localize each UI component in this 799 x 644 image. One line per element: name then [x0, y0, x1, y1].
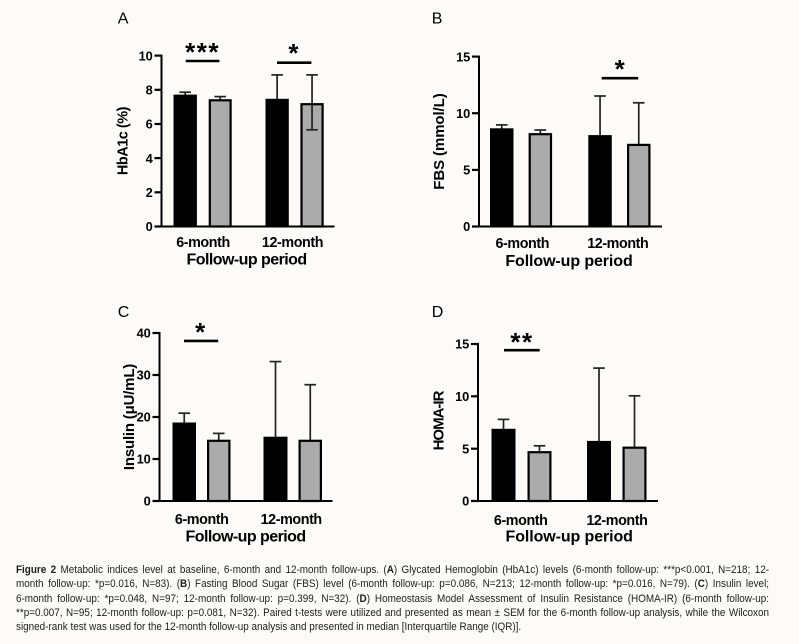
svg-text:Follow-up period: Follow-up period [506, 529, 633, 546]
svg-text:12-month: 12-month [586, 513, 647, 529]
svg-text:40: 40 [137, 326, 151, 341]
svg-text:D: D [432, 304, 444, 321]
svg-text:6-month: 6-month [176, 235, 230, 251]
svg-text:HOMA-IR: HOMA-IR [431, 390, 448, 450]
svg-text:4: 4 [146, 151, 154, 166]
svg-text:**: ** [510, 327, 533, 357]
svg-text:6-month: 6-month [494, 513, 548, 529]
svg-text:5: 5 [463, 163, 470, 178]
svg-text:*: * [195, 317, 207, 347]
svg-text:30: 30 [137, 368, 151, 383]
svg-text:10: 10 [137, 452, 151, 467]
svg-text:C: C [118, 304, 130, 321]
svg-text:A: A [118, 11, 129, 28]
svg-text:Follow-up period: Follow-up period [186, 529, 306, 546]
svg-text:*: * [288, 38, 300, 68]
svg-text:5: 5 [462, 441, 469, 456]
svg-text:0: 0 [146, 219, 153, 234]
svg-text:HbA1c (%): HbA1c (%) [116, 106, 132, 175]
svg-text:6-month: 6-month [175, 512, 229, 528]
svg-text:12-month: 12-month [261, 512, 322, 528]
svg-text:0: 0 [463, 219, 470, 234]
svg-text:6: 6 [146, 117, 153, 132]
svg-text:Insulin (μU/mL): Insulin (μU/mL) [121, 364, 138, 470]
svg-text:Follow-up period: Follow-up period [187, 252, 307, 269]
svg-text:12-month: 12-month [587, 236, 648, 252]
svg-text:B: B [432, 11, 443, 28]
svg-text:15: 15 [456, 49, 470, 64]
svg-text:10: 10 [455, 389, 469, 404]
svg-text:0: 0 [144, 494, 151, 509]
svg-text:10: 10 [456, 106, 470, 121]
svg-text:***: *** [185, 37, 220, 67]
svg-text:2: 2 [146, 185, 153, 200]
svg-text:8: 8 [146, 83, 153, 98]
svg-text:12-month: 12-month [262, 235, 323, 251]
svg-text:Follow-up period: Follow-up period [505, 253, 632, 270]
svg-text:FBS (mmol/L): FBS (mmol/L) [431, 93, 448, 189]
svg-text:6-month: 6-month [496, 236, 550, 252]
svg-text:15: 15 [455, 337, 469, 352]
svg-text:20: 20 [137, 410, 151, 425]
svg-text:0: 0 [462, 494, 469, 509]
svg-text:10: 10 [139, 48, 153, 63]
svg-text:*: * [615, 54, 627, 84]
